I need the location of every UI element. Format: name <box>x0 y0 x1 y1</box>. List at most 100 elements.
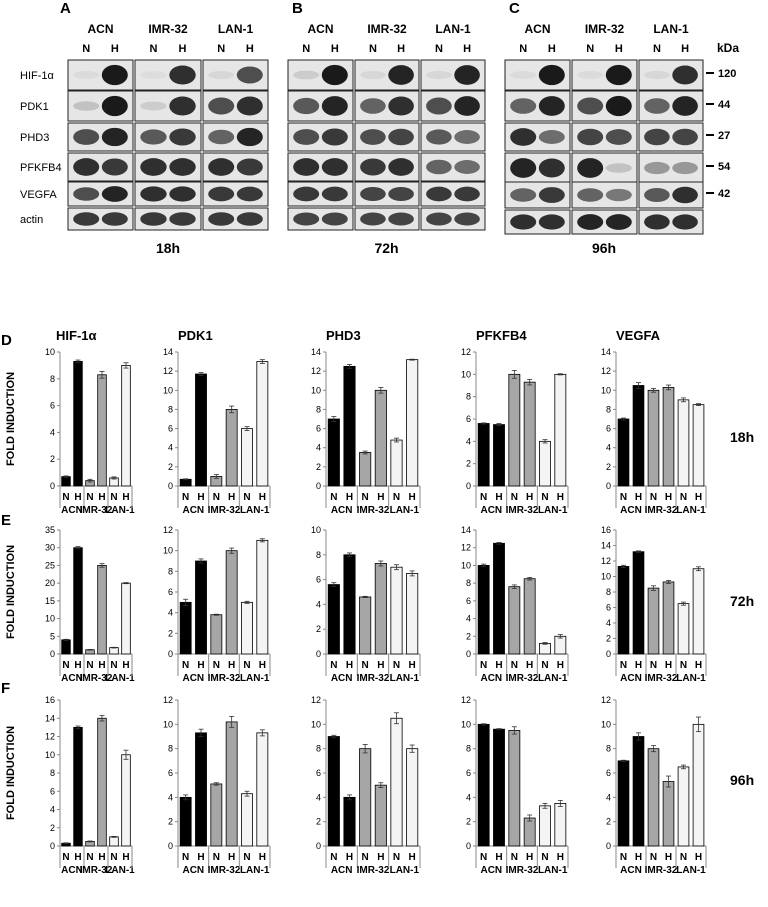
y-tick-label: 0 <box>50 649 55 659</box>
y-tick-label: 14 <box>311 347 321 357</box>
y-tick-label: 4 <box>606 618 611 628</box>
y-tick-label: 10 <box>311 719 321 729</box>
y-tick-label: 8 <box>606 587 611 597</box>
y-tick-label: 4 <box>466 436 471 446</box>
x-condition-label: H <box>526 852 533 863</box>
protein-label-actin: actin <box>20 214 43 226</box>
kda-marker-42: 42 <box>718 188 730 200</box>
blot-band <box>510 98 537 114</box>
x-condition-label: N <box>650 852 657 863</box>
y-tick-label: 14 <box>601 541 611 551</box>
blot-band <box>140 129 167 145</box>
blot-band <box>672 96 698 116</box>
blot-cell-line-acn: ACN <box>525 22 551 36</box>
x-condition-label: H <box>635 492 642 503</box>
x-condition-label: N <box>362 852 369 863</box>
x-group-label-acn: ACN <box>480 673 502 684</box>
x-condition-label: H <box>409 852 416 863</box>
x-group-label-lan-1: LAN-1 <box>240 505 270 516</box>
bar <box>539 805 551 847</box>
x-condition-label: H <box>228 660 235 671</box>
bar <box>225 721 238 847</box>
y-tick-label: 0 <box>606 481 611 491</box>
y-tick-label: 20 <box>45 578 55 588</box>
bar <box>508 730 521 847</box>
blot-band <box>454 160 480 174</box>
x-condition-label: N <box>110 660 117 671</box>
blot-band <box>672 128 698 146</box>
y-tick-label: 0 <box>466 841 471 851</box>
bar <box>343 365 356 487</box>
bar <box>195 560 207 655</box>
y-tick-label: 30 <box>45 543 55 553</box>
y-tick-label: 0 <box>168 649 173 659</box>
blot-condition-n: N <box>217 43 225 55</box>
bar <box>327 418 340 487</box>
y-tick-label: 0 <box>168 841 173 851</box>
x-group-label-imr-32: IMR-32 <box>645 505 678 516</box>
bar <box>241 601 253 655</box>
blot-band <box>577 214 604 230</box>
x-group-label-acn: ACN <box>61 673 83 684</box>
blot-band <box>101 95 128 117</box>
blot-band <box>644 187 670 203</box>
blot-band <box>388 186 414 202</box>
bar <box>677 399 690 487</box>
x-group-label-imr-32: IMR-32 <box>80 505 113 516</box>
bar <box>617 566 630 655</box>
bar <box>195 373 207 487</box>
y-tick-label: 2 <box>316 624 321 634</box>
y-tick-label: 12 <box>311 366 321 376</box>
blot-band <box>388 65 414 85</box>
blot-band <box>360 158 386 176</box>
bar <box>477 723 490 847</box>
y-tick-label: 10 <box>461 369 471 379</box>
x-condition-label: N <box>620 660 627 671</box>
blot-band <box>426 129 452 145</box>
x-condition-label: H <box>409 492 416 503</box>
x-group-label-lan-1: LAN-1 <box>676 865 706 876</box>
y-tick-label: 8 <box>168 566 173 576</box>
x-group-label-acn: ACN <box>61 505 83 516</box>
y-tick-label: 12 <box>163 366 173 376</box>
blot-band <box>169 212 196 226</box>
x-condition-label: H <box>228 852 235 863</box>
blot-band <box>236 158 263 176</box>
bar <box>97 565 107 655</box>
y-tick-label: 12 <box>163 525 173 535</box>
blot-band <box>140 101 167 111</box>
bar <box>493 728 505 847</box>
blot-cell-line-lan-1: LAN-1 <box>653 22 689 36</box>
blot-band <box>73 129 100 145</box>
bar <box>73 360 83 487</box>
bar <box>554 803 567 847</box>
y-tick-label: 8 <box>466 744 471 754</box>
x-group-label-lan-1: LAN-1 <box>105 673 135 684</box>
bar <box>359 748 372 847</box>
blot-band <box>360 98 386 114</box>
y-axis-label: FOLD INDUCTION <box>5 545 17 639</box>
bar <box>677 603 690 655</box>
bar <box>97 374 107 487</box>
blot-band <box>577 71 604 79</box>
bar <box>121 754 131 847</box>
blot-band <box>101 186 128 202</box>
y-tick-label: 12 <box>461 543 471 553</box>
bar <box>241 428 253 487</box>
x-condition-label: N <box>330 852 337 863</box>
blot-band <box>73 71 100 79</box>
bar <box>374 784 387 847</box>
y-tick-label: 8 <box>466 578 471 588</box>
x-condition-label: H <box>228 492 235 503</box>
y-tick-label: 10 <box>601 385 611 395</box>
y-tick-label: 0 <box>606 841 611 851</box>
x-group-label-imr-32: IMR-32 <box>506 673 539 684</box>
blot-band <box>169 65 196 85</box>
blot-band <box>140 186 167 202</box>
x-condition-label: N <box>650 660 657 671</box>
x-condition-label: H <box>635 660 642 671</box>
